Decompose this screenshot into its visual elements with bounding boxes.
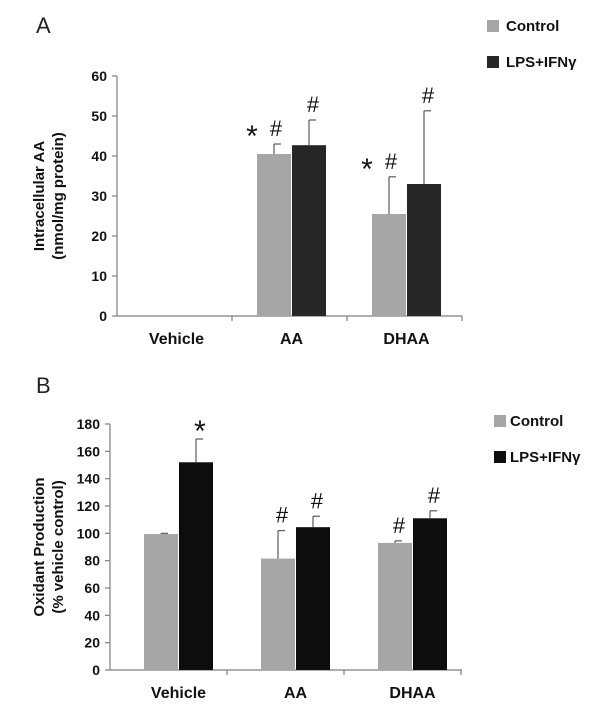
panel-a-y-axis-title: Intracellular AA (nmol/mg protein) — [31, 132, 67, 260]
panel-a-bar-dhaa-lps-ifn — [407, 184, 441, 316]
panel-b-category-label-dhaa: DHAA — [389, 685, 436, 702]
panel-a-y-tick-label-50: 50 — [91, 108, 107, 124]
panel-a-significance-hash-dhaa-control: # — [385, 149, 398, 174]
panel-b-significance-hash-dhaa-lps-ifn: # — [428, 483, 441, 508]
panel-b-bar-aa-control — [261, 558, 295, 670]
panel-b-y-axis-title-line2: (% vehicle control) — [50, 480, 67, 613]
panel-a-y-tick-label-30: 30 — [91, 188, 107, 204]
panel-a-letter: A — [36, 13, 51, 38]
panel-a-significance-hash-dhaa-lps-ifn: # — [422, 83, 435, 108]
panel-b-category-label-aa: AA — [284, 685, 308, 702]
panel-b-bar-dhaa-control — [378, 542, 412, 670]
panel-b-y-tick-label-60: 60 — [84, 580, 100, 596]
panel-b-letter: B — [36, 373, 51, 398]
panel-a-y-tick-label-0: 0 — [99, 308, 107, 324]
panel-b-y-axis-title: Oxidant Production (% vehicle control) — [31, 477, 67, 616]
panel-b-legend-swatch-lps-ifn — [494, 451, 506, 463]
panel-b-y-tick-label-160: 160 — [77, 443, 101, 459]
panel-a-category-label-aa: AA — [280, 331, 304, 348]
panel-b-category-label-vehicle: Vehicle — [151, 685, 206, 702]
panel-a-y-tick-label-20: 20 — [91, 228, 107, 244]
panel-a-bar-aa-lps-ifn — [292, 145, 326, 316]
panel-a-y-axis-title-line1: Intracellular AA — [31, 141, 48, 251]
panel-a-y-tick-label-40: 40 — [91, 148, 107, 164]
panel-b-y-tick-label-40: 40 — [84, 607, 100, 623]
panel-b-legend-swatch-control — [494, 415, 506, 427]
panel-b-y-tick-label-120: 120 — [77, 498, 101, 514]
panel-b-significance-hash-aa-control: # — [276, 503, 289, 528]
panel-b-bar-vehicle-control — [144, 534, 178, 670]
panel-b-bar-dhaa-lps-ifn — [413, 518, 447, 670]
panel-b-bar-vehicle-lps-ifn — [179, 462, 213, 670]
panel-a-category-label-dhaa: DHAA — [383, 331, 430, 348]
panel-a-y-tick-label-10: 10 — [91, 268, 107, 284]
panel-b-legend-label-lps-ifn: LPS+IFNγ — [510, 449, 581, 466]
panel-a-significance-star-aa-control: * — [246, 120, 258, 153]
panel-b-y-tick-label-0: 0 — [92, 662, 100, 678]
panel-b-legend-label-control: Control — [510, 413, 563, 430]
panel-a-legend-label-lps-ifn: LPS+IFNγ — [506, 54, 577, 71]
panel-a-legend-swatch-lps-ifn — [487, 56, 499, 68]
panel-b-y-tick-label-20: 20 — [84, 635, 100, 651]
panel-b-y-tick-label-140: 140 — [77, 471, 101, 487]
panel-b: B 0 20 40 60 80 100 120 140 160 180 Oxidant Product… — [31, 373, 581, 702]
panel-a-bar-dhaa-control — [372, 214, 406, 316]
panel-b-significance-star-vehicle-lps-ifn: * — [194, 415, 206, 448]
panel-a-bar-aa-control — [257, 154, 291, 316]
panel-b-y-tick-label-100: 100 — [77, 525, 101, 541]
panel-b-y-tick-label-180: 180 — [77, 416, 101, 432]
panel-a: A 0 10 20 30 40 50 60 Intracellular AA (nmol/mg p… — [31, 13, 577, 348]
panel-b-significance-hash-aa-lps-ifn: # — [311, 488, 324, 513]
panel-b-bar-aa-lps-ifn — [296, 527, 330, 670]
panel-b-y-tick-label-80: 80 — [84, 553, 100, 569]
panel-a-legend-label-control: Control — [506, 18, 559, 35]
panel-a-y-tick-label-60: 60 — [91, 68, 107, 84]
panel-a-significance-hash-aa-control: # — [270, 116, 283, 141]
panel-a-category-label-vehicle: Vehicle — [149, 331, 204, 348]
panel-a-y-axis-title-line2: (nmol/mg protein) — [50, 132, 67, 260]
panel-a-significance-star-dhaa-control: * — [361, 153, 373, 186]
panel-b-y-axis-title-line1: Oxidant Production — [31, 477, 48, 616]
panel-b-significance-hash-dhaa-control: # — [393, 513, 406, 538]
panel-a-significance-hash-aa-lps-ifn: # — [307, 92, 320, 117]
panel-a-legend-swatch-control — [487, 20, 499, 32]
